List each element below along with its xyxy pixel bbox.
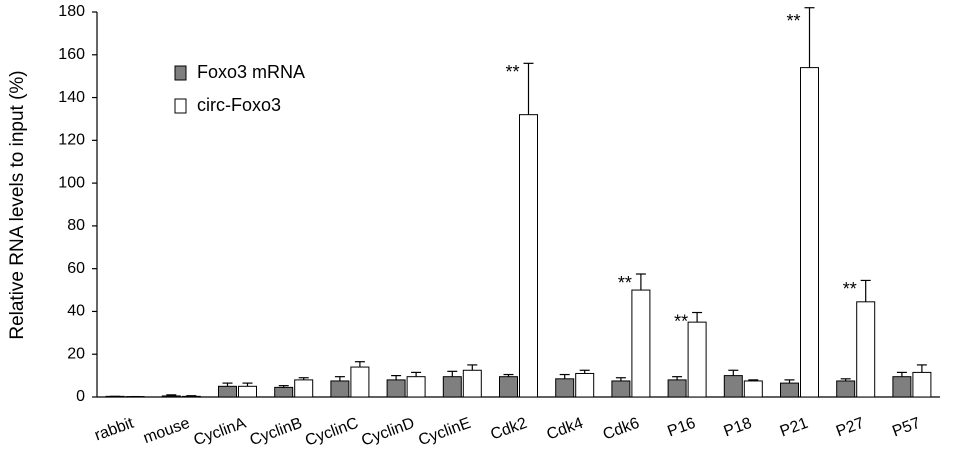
- annotation: **: [843, 279, 857, 299]
- x-tick-label: CyclinB: [248, 415, 305, 449]
- x-tick-label: Cdk4: [545, 415, 586, 444]
- y-tick-label: 120: [58, 132, 85, 149]
- bar: [330, 380, 350, 398]
- x-tick-label: CyclinC: [303, 415, 361, 449]
- bar: [723, 375, 743, 398]
- bar: [105, 395, 125, 398]
- x-tick-label: rabbit: [92, 415, 136, 445]
- y-tick-label: 140: [58, 89, 85, 106]
- x-tick-label: P16: [665, 415, 698, 441]
- bar: [892, 376, 912, 398]
- bar: [499, 376, 518, 398]
- bar: [442, 376, 462, 398]
- y-tick-label: 180: [58, 3, 85, 20]
- bar: [161, 395, 181, 398]
- y-tick-label: 160: [58, 46, 85, 63]
- x-tick-label: P18: [722, 415, 755, 441]
- x-tick-label: Cdk6: [601, 415, 642, 444]
- bar: [294, 379, 314, 398]
- annotation: **: [786, 11, 800, 31]
- x-tick-label: CyclinD: [359, 415, 417, 449]
- y-tick-label: 20: [67, 345, 85, 362]
- bar: [218, 385, 237, 398]
- bar: [181, 395, 201, 398]
- x-tick-label: CyclinA: [192, 415, 249, 449]
- legend-label: circ-Foxo3: [197, 95, 281, 115]
- bar: [611, 380, 631, 398]
- y-tick-label: 0: [76, 388, 85, 405]
- annotation: **: [618, 273, 632, 293]
- y-tick-label: 40: [67, 303, 85, 320]
- legend-swatch: [174, 98, 187, 114]
- bar: [350, 366, 370, 398]
- bar: [238, 385, 257, 398]
- bar: [743, 380, 763, 398]
- y-tick-label: 100: [58, 174, 85, 191]
- bar: [780, 382, 799, 398]
- bar: [462, 369, 482, 398]
- bar: [856, 301, 876, 398]
- y-tick-label: 60: [67, 260, 85, 277]
- x-tick-label: mouse: [141, 415, 192, 447]
- bar: [800, 67, 819, 398]
- x-tick-label: P27: [834, 415, 867, 441]
- y-tick-label: 80: [67, 217, 85, 234]
- bar: [687, 321, 707, 398]
- bar: [386, 379, 406, 398]
- bar: [406, 376, 426, 398]
- annotation: **: [505, 62, 519, 82]
- x-tick-label: CyclinE: [416, 415, 473, 449]
- bar: [555, 378, 575, 398]
- bar: [274, 386, 294, 398]
- legend-swatch: [174, 65, 187, 81]
- bar: [519, 114, 538, 398]
- x-tick-label: P21: [778, 415, 811, 441]
- annotation: **: [674, 311, 688, 331]
- bar: [631, 289, 651, 398]
- x-tick-label: P57: [890, 415, 923, 441]
- y-axis-title: Relative RNA levels to input (%): [7, 70, 28, 339]
- bar: [575, 372, 595, 398]
- legend-label: Foxo3 mRNA: [197, 62, 305, 82]
- bar: [667, 379, 687, 398]
- bar: [912, 371, 932, 398]
- bar: [836, 380, 856, 398]
- x-tick-label: Cdk2: [488, 415, 529, 444]
